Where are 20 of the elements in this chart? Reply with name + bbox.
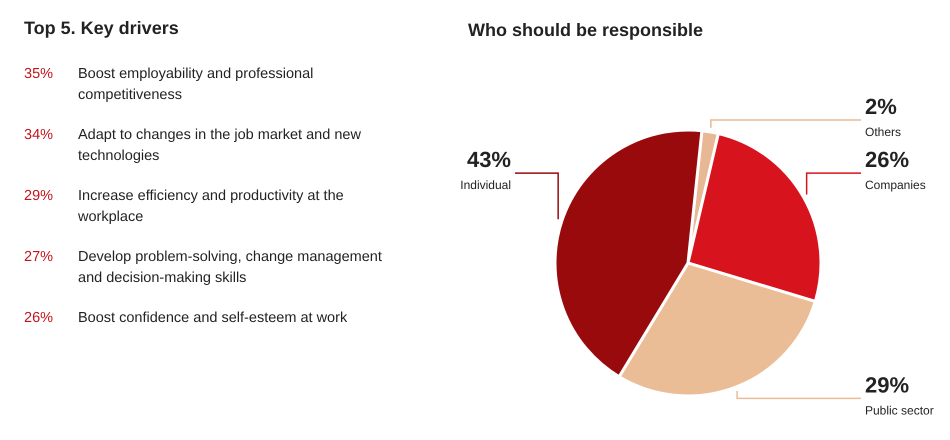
slice-label: Individual bbox=[460, 178, 511, 192]
slice-label: Others bbox=[865, 125, 902, 140]
data-label: 29% bbox=[865, 372, 910, 398]
text: 27% bbox=[24, 249, 54, 265]
text: 34% bbox=[24, 127, 54, 143]
text: 35% bbox=[24, 66, 54, 82]
text: Top 5. Key drivers bbox=[24, 18, 179, 39]
data-label: 26% bbox=[865, 147, 910, 172]
slice-label: Public sector bbox=[865, 403, 934, 418]
text: 29% bbox=[24, 188, 54, 204]
data-label: 2% bbox=[865, 94, 897, 120]
category-label: Develop problem-solving, change management and decision-making skills bbox=[78, 248, 383, 288]
text: 26% bbox=[24, 310, 54, 326]
category-label: Boost employability and professional competitiveness bbox=[78, 65, 314, 105]
data-label: 43% bbox=[466, 147, 511, 172]
category-label: Adapt to changes in the job market and new technologies bbox=[78, 126, 362, 166]
slice-label: Companies bbox=[865, 178, 926, 192]
category-label: Boost confidence and self-esteem at work bbox=[78, 309, 348, 328]
category-label: Increase efficiency and productivity at the workplace bbox=[78, 187, 345, 227]
chart-title: Who should be responsible bbox=[468, 20, 704, 41]
